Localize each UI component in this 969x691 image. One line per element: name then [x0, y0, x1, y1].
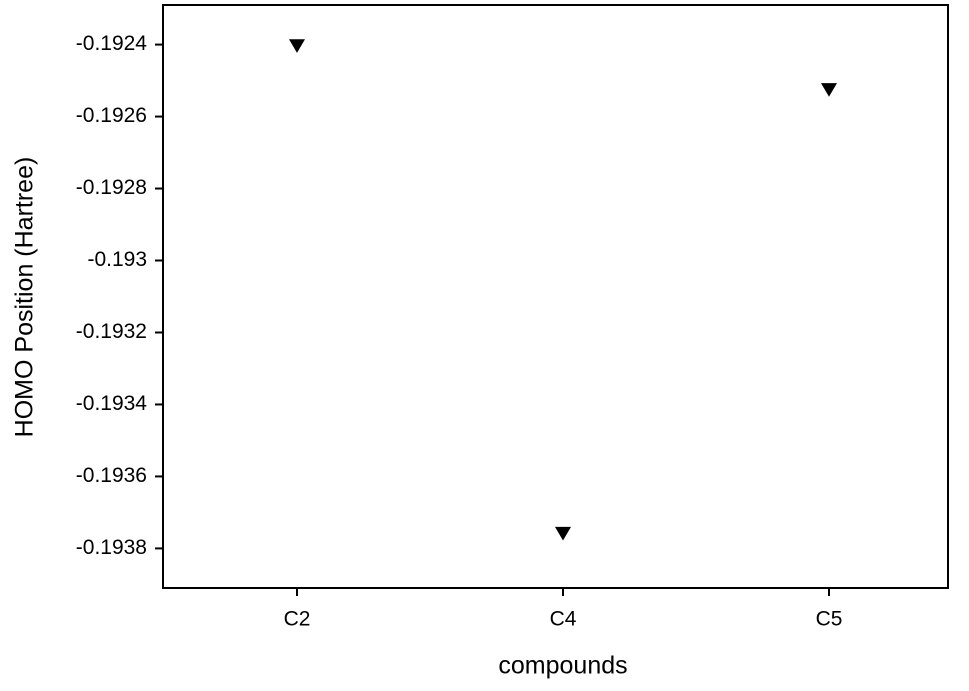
marker	[555, 526, 571, 541]
y-tick-label: -0.1926	[76, 104, 147, 127]
x-axis-title: compounds	[498, 652, 627, 680]
y-tick-label: -0.1924	[76, 32, 148, 55]
y-tick-label: -0.1932	[76, 320, 147, 343]
y-tick-label: -0.1928	[76, 176, 147, 199]
x-tick-label: C5	[816, 608, 843, 631]
y-tick-label: -0.1936	[76, 464, 147, 487]
y-axis-title: HOMO Position (Hartree)	[11, 157, 39, 438]
marker	[821, 83, 837, 97]
y-tick-label: -0.193	[87, 248, 147, 271]
y-tick-label: -0.1934	[76, 392, 148, 415]
x-tick-label: C2	[284, 608, 311, 631]
y-tick-label: -0.1938	[76, 536, 147, 559]
plot-frame	[162, 4, 949, 589]
x-tick-label: C4	[550, 608, 577, 631]
marker	[289, 39, 305, 53]
